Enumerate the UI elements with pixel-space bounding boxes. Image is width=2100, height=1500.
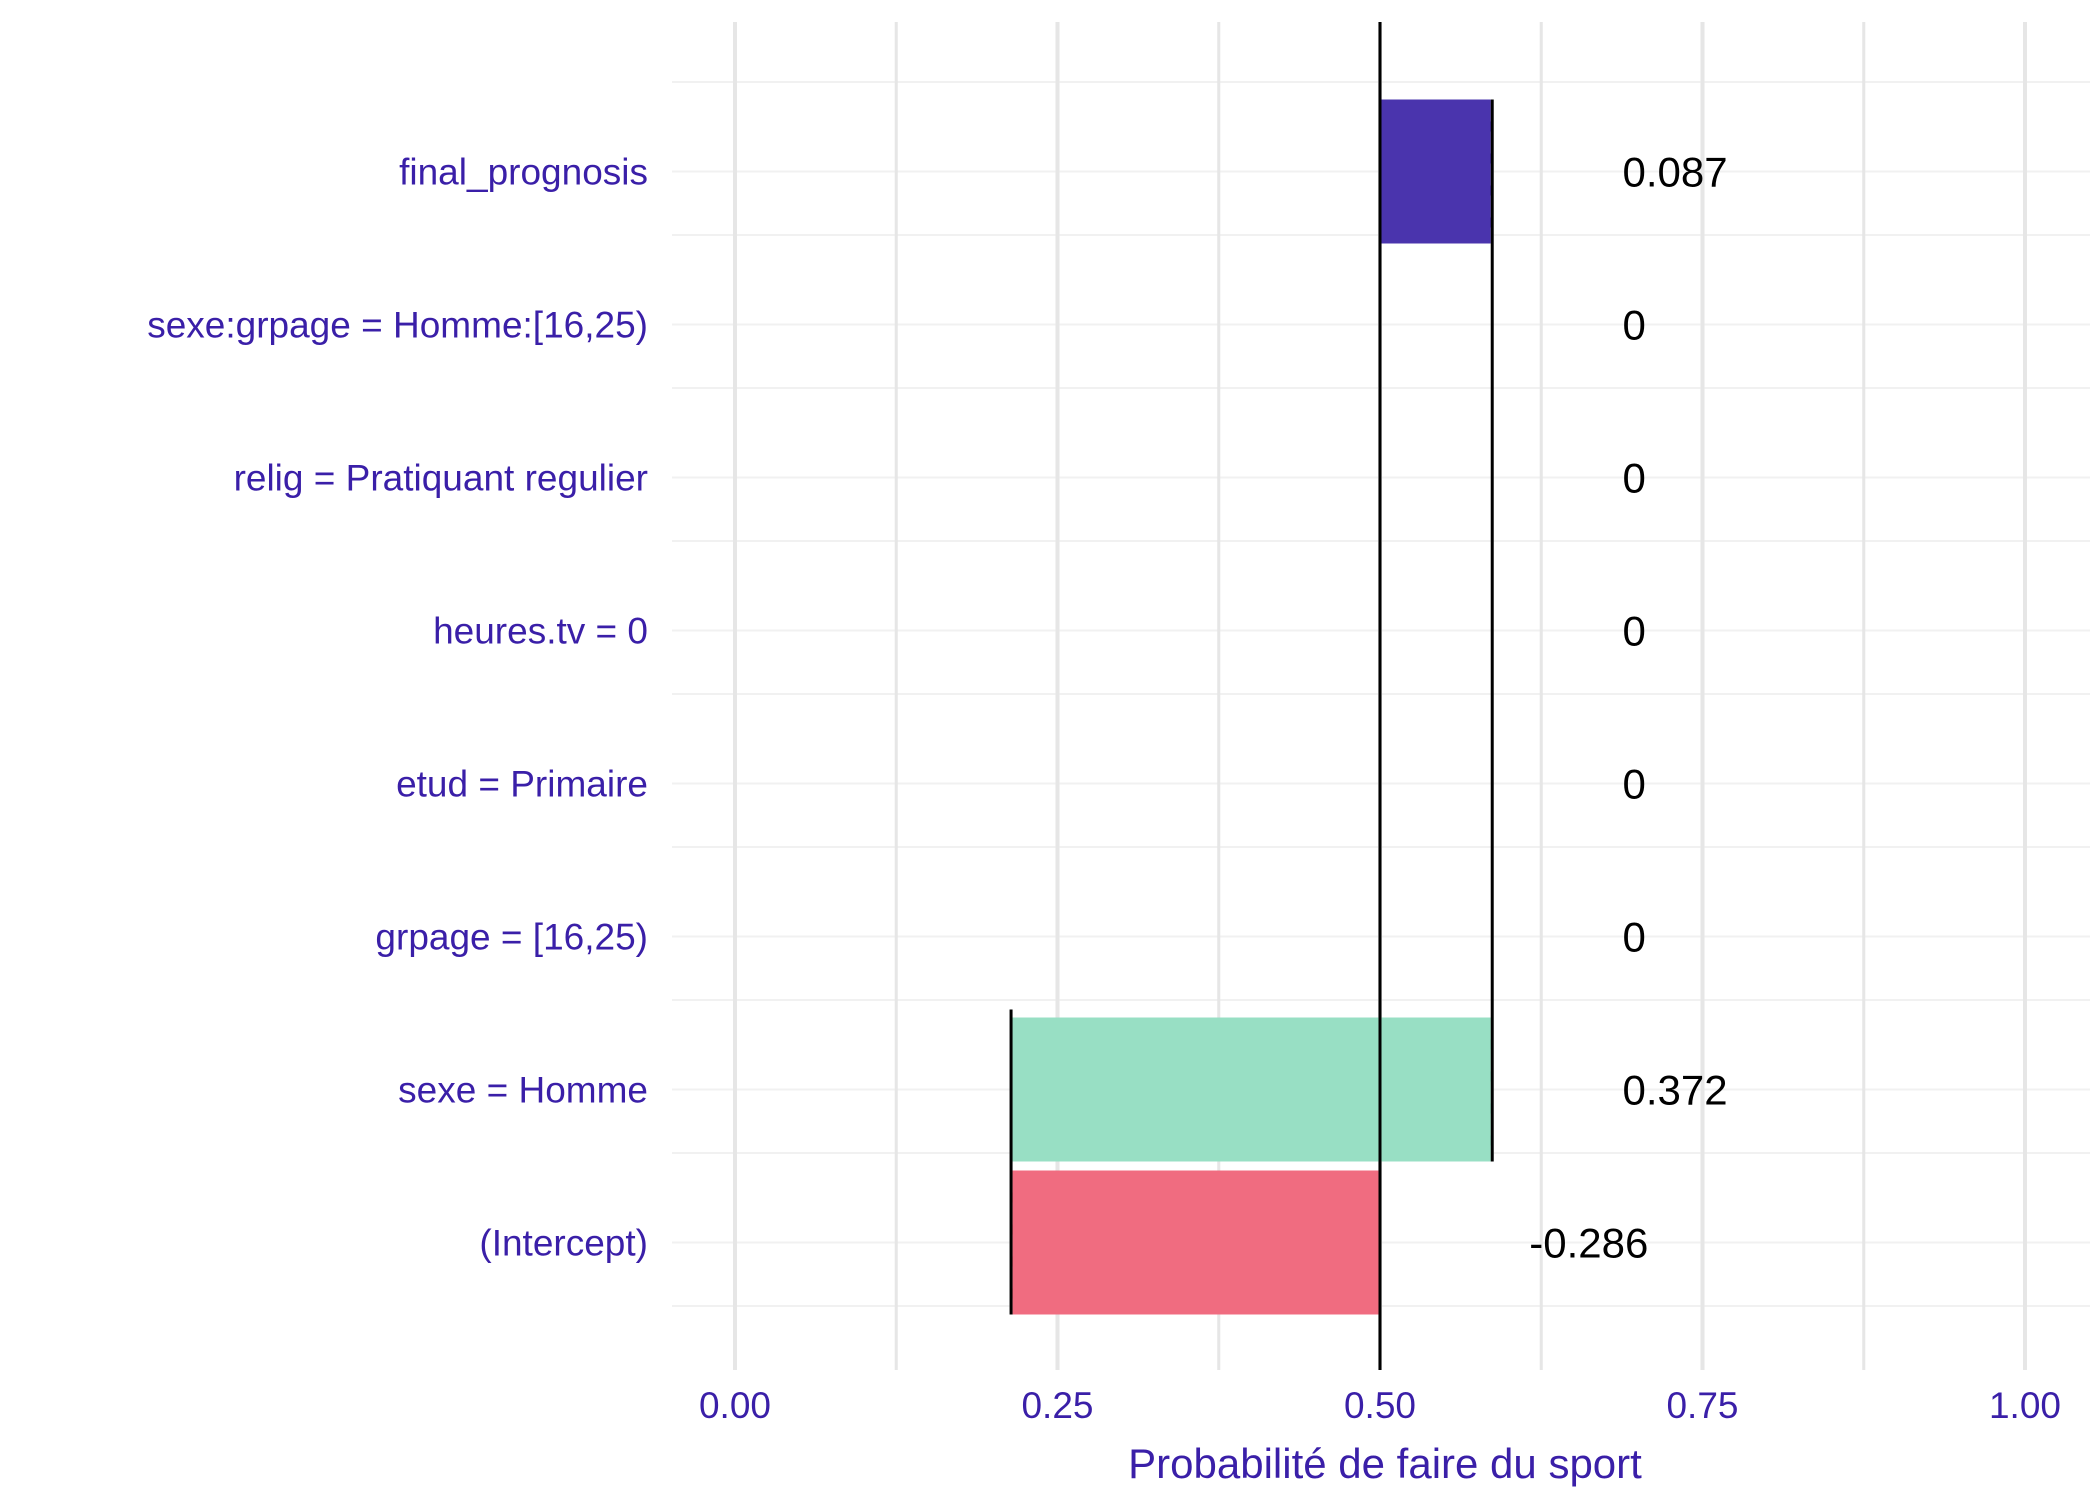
x-tick-label: 0.50: [1344, 1385, 1416, 1426]
bar: [1011, 1017, 1493, 1162]
bar: [1011, 1170, 1380, 1315]
y-tick-label: grpage = [16,25): [375, 917, 648, 958]
y-tick-label: sexe:grpage = Homme:[16,25): [147, 305, 648, 346]
value-labels: 0.087 0 0 0 0 0 0.372 -0.286: [1529, 149, 1727, 1267]
y-tick-label: (Intercept): [479, 1223, 648, 1264]
y-tick-label: sexe = Homme: [398, 1070, 648, 1111]
y-axis-labels: final_prognosis sexe:grpage = Homme:[16,2…: [147, 152, 648, 1264]
x-tick-label: 0.25: [1021, 1385, 1093, 1426]
x-axis-title: Probabilité de faire du sport: [1128, 1440, 1642, 1487]
bars: [1009, 22, 1494, 1370]
value-label: 0.087: [1623, 149, 1728, 196]
value-label: 0.372: [1623, 1067, 1728, 1114]
x-tick-label: 0.75: [1666, 1385, 1738, 1426]
value-label: -0.286: [1529, 1220, 1648, 1267]
bar: [1380, 99, 1493, 244]
value-label: 0: [1623, 914, 1646, 961]
value-label: 0: [1623, 302, 1646, 349]
value-label: 0: [1623, 761, 1646, 808]
x-tick-label: 1.00: [1989, 1385, 2061, 1426]
value-label: 0: [1623, 455, 1646, 502]
y-tick-label: etud = Primaire: [396, 764, 648, 805]
value-label: 0: [1623, 608, 1646, 655]
x-tick-label: 0.00: [699, 1385, 771, 1426]
y-tick-label: heures.tv = 0: [433, 611, 648, 652]
x-axis-ticks: 0.00 0.25 0.50 0.75 1.00: [699, 1385, 2061, 1426]
y-tick-label: relig = Pratiquant regulier: [234, 458, 648, 499]
y-tick-label: final_prognosis: [399, 152, 648, 193]
